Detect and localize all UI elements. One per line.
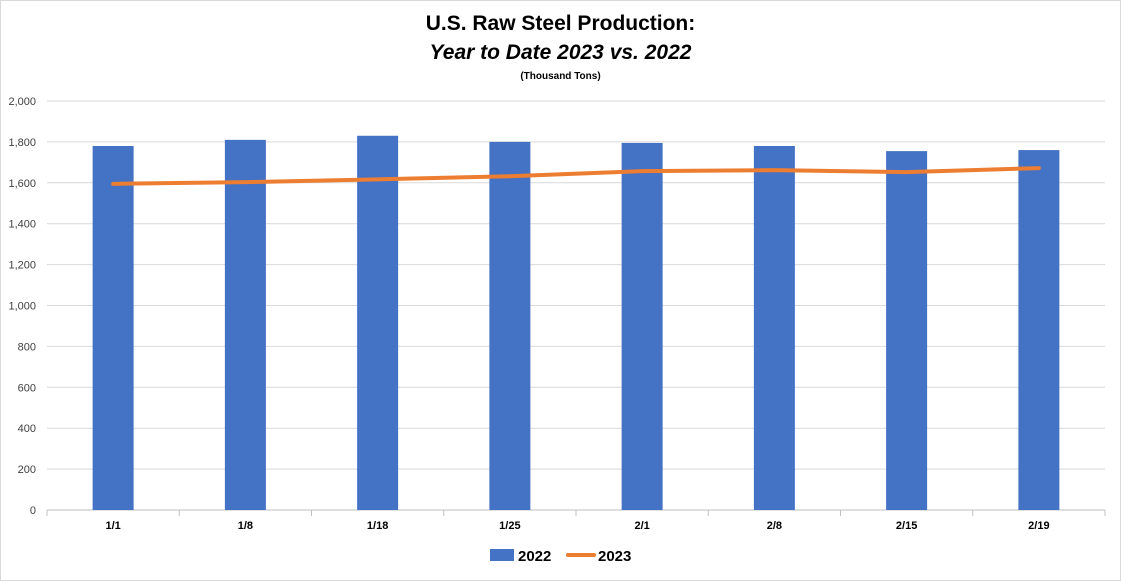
bar-2022 <box>224 139 266 511</box>
y-tick-label: 800 <box>18 341 36 353</box>
chart-title: U.S. Raw Steel Production: <box>425 12 696 35</box>
line-2023 <box>111 166 1041 186</box>
bar-2022 <box>92 145 134 511</box>
x-tick-label: 1/25 <box>499 520 520 532</box>
y-tick-label: 400 <box>18 423 36 435</box>
chart-unit-note: (Thousand Tons) <box>520 71 601 82</box>
legend-swatch-2022 <box>490 549 514 561</box>
x-tick-label: 2/1 <box>634 520 649 532</box>
x-tick-label: 2/8 <box>767 520 782 532</box>
y-tick-label: 1,600 <box>8 178 36 190</box>
bar-2022 <box>621 142 663 511</box>
y-tick-label: 600 <box>18 382 36 394</box>
x-tick-label: 2/15 <box>896 520 917 532</box>
bar-2022 <box>357 135 399 510</box>
y-tick-label: 1,200 <box>8 260 36 272</box>
x-tick-label: 1/18 <box>367 520 388 532</box>
bar-2022 <box>1018 150 1060 510</box>
bar-2022 <box>489 141 531 510</box>
y-tick-label: 1,000 <box>8 301 36 313</box>
y-tick-label: 1,800 <box>8 137 36 149</box>
chart-subtitle: Year to Date 2023 vs. 2022 <box>429 41 692 64</box>
x-tick-label: 1/1 <box>105 520 120 532</box>
bar-2022 <box>886 151 928 511</box>
y-tick-label: 0 <box>30 505 36 517</box>
y-tick-label: 2,000 <box>8 96 36 108</box>
bar-2022 <box>753 145 795 511</box>
y-tick-label: 1,400 <box>8 219 36 231</box>
legend-label-2022: 2022 <box>518 548 551 565</box>
y-tick-label: 200 <box>18 464 36 476</box>
x-tick-label: 1/8 <box>238 520 253 532</box>
legend-label-2023: 2023 <box>598 548 631 565</box>
x-tick-label: 2/19 <box>1028 520 1049 532</box>
